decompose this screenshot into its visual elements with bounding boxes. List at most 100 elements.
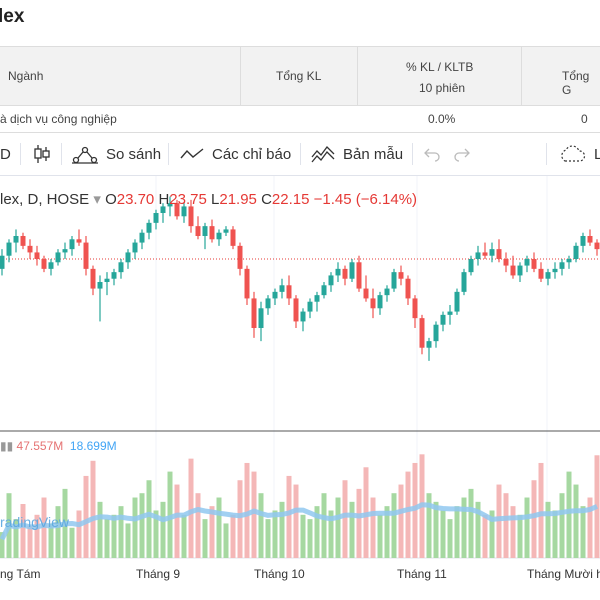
candle: [258, 301, 264, 342]
candle-body: [594, 242, 600, 250]
volume-bar: [307, 519, 313, 558]
candle-body: [433, 324, 439, 342]
candle: [209, 219, 215, 243]
cloud-label: L: [594, 145, 600, 163]
candle-body: [349, 262, 355, 279]
volume-bar: [335, 497, 341, 558]
volume-bar: [111, 514, 117, 558]
save-cloud-button[interactable]: L: [558, 133, 600, 175]
candle-body: [272, 291, 278, 299]
price-chart[interactable]: [0, 176, 600, 600]
candle: [293, 295, 299, 328]
candle: [286, 275, 292, 305]
candle-body: [160, 206, 166, 213]
volume-bar: [426, 493, 432, 558]
candle: [461, 268, 467, 296]
volume-bar: [314, 506, 320, 558]
candle-body: [0, 255, 5, 269]
candle-body: [454, 291, 460, 312]
header-tong-g: Tổng G: [562, 69, 590, 97]
candle: [503, 252, 509, 273]
candle: [412, 295, 418, 328]
interval-button[interactable]: D: [0, 133, 11, 175]
candle-body: [118, 262, 124, 273]
low-value: 21.95: [219, 191, 257, 208]
volume-bar: [27, 525, 33, 558]
volume-bar: [13, 519, 19, 558]
candle-body: [391, 272, 397, 289]
candle-body: [188, 206, 194, 227]
undo-button[interactable]: [424, 133, 448, 175]
candle: [118, 259, 124, 279]
candle: [370, 288, 376, 319]
volume-bar: [279, 501, 285, 558]
candle: [545, 268, 551, 286]
volume-bar: [391, 493, 397, 558]
candle-body: [482, 252, 488, 256]
high-label: H: [158, 191, 170, 208]
candle: [251, 291, 257, 338]
candle-body: [405, 278, 411, 299]
table-row: à dịch vụ công nghiệp 0.0% 0: [0, 106, 600, 133]
candle: [328, 272, 334, 292]
candle: [433, 321, 439, 348]
compare-label: So sánh: [106, 145, 162, 163]
templates-button[interactable]: Bản mẫu: [311, 133, 403, 175]
volume-bar: [447, 519, 453, 558]
candle: [146, 219, 152, 240]
indicators-button[interactable]: Các chỉ báo: [180, 133, 291, 175]
volume-bar: [265, 519, 271, 558]
candle: [62, 242, 68, 259]
candle: [587, 229, 593, 246]
volume-bar: [398, 484, 404, 558]
volume-bar: [258, 493, 264, 558]
candle: [97, 275, 103, 322]
candle-body: [510, 265, 516, 276]
volume-bar: [377, 514, 383, 558]
candle-body: [363, 288, 369, 299]
candle-body: [279, 285, 285, 292]
volume-bar: [454, 506, 460, 558]
candle: [6, 239, 12, 263]
candle-body: [419, 318, 425, 348]
candle-body: [125, 252, 131, 263]
candle-body: [580, 236, 586, 246]
volume-bar: [384, 506, 390, 558]
candle: [230, 226, 236, 250]
candle: [335, 262, 341, 282]
candle-body: [566, 259, 572, 263]
candle: [349, 259, 355, 282]
symbol-label[interactable]: lex, D, HOSE: [0, 191, 90, 208]
compare-button[interactable]: So sánh: [72, 133, 161, 175]
candle-body: [573, 245, 579, 259]
candle: [517, 262, 523, 282]
volume-bar: [321, 493, 327, 558]
volume-bar: [20, 504, 26, 558]
candle-body: [412, 298, 418, 319]
candle-body: [552, 268, 558, 273]
volume-bar: [328, 510, 334, 558]
candle: [398, 265, 404, 286]
candle: [566, 255, 572, 269]
redo-button[interactable]: [454, 133, 478, 175]
candle: [237, 242, 243, 276]
open-value: 23.70: [116, 191, 155, 208]
candle-body: [202, 226, 208, 236]
candle-body: [195, 226, 201, 236]
candle: [321, 282, 327, 299]
candle-body: [48, 262, 54, 269]
candle: [244, 265, 250, 305]
volume-bar: [475, 501, 481, 558]
volume-bar: [538, 462, 544, 558]
candle-body: [41, 259, 47, 269]
volume-value: 47.557M: [16, 439, 64, 453]
compare-icon: [72, 146, 98, 164]
volume-bar: [104, 519, 110, 558]
candle-body: [62, 249, 68, 253]
candle: [104, 272, 110, 296]
x-tick-label: ng Tám: [0, 567, 41, 581]
candlestick-button[interactable]: [33, 133, 59, 175]
volume-bar: [524, 497, 530, 558]
candle: [265, 295, 271, 315]
volume-bar: [349, 501, 355, 558]
